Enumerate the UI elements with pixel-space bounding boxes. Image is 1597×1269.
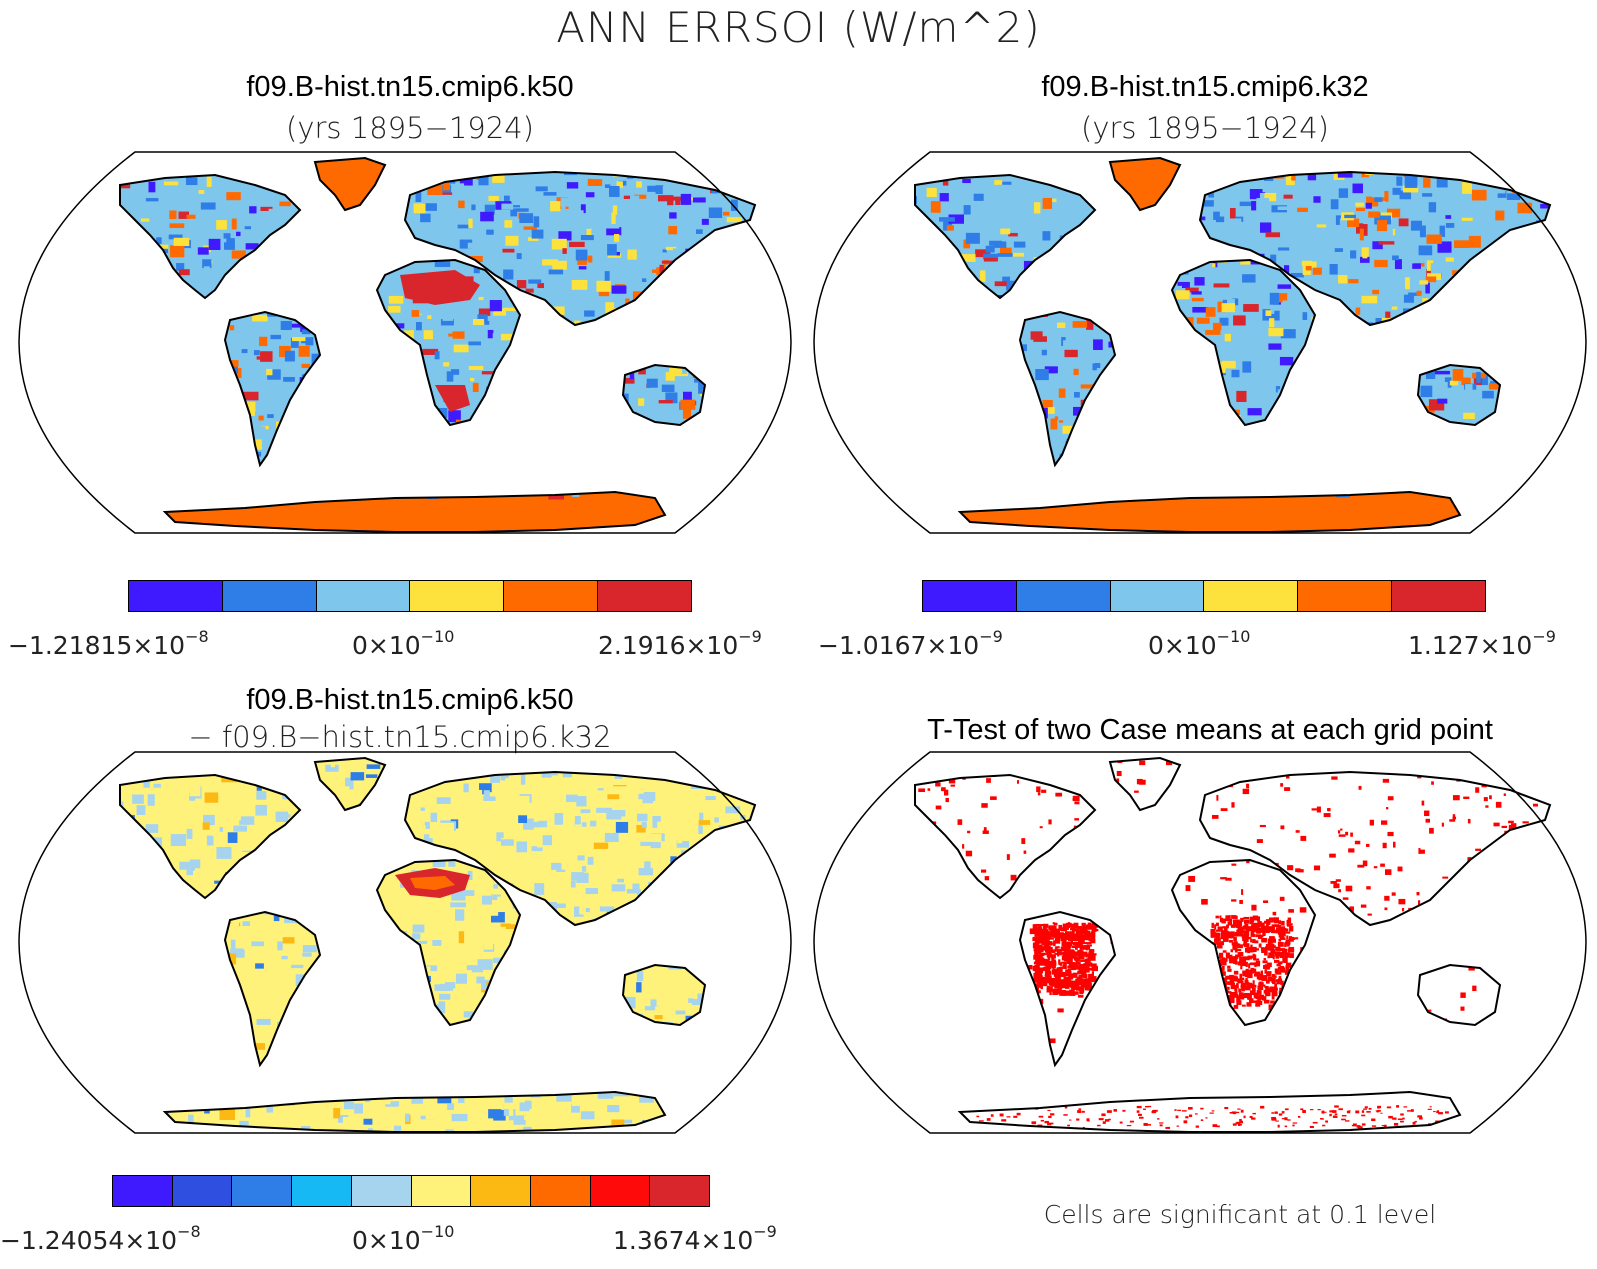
coastline-samerica: [223, 910, 322, 1068]
panel2-colorbar-mid-label: 0×10−10: [1148, 627, 1251, 660]
colorbar-swatch: [1298, 581, 1393, 611]
panel3-subtitle: − f09.B−hist.tn15.cmip6.k32: [188, 720, 612, 754]
continent-samerica-fill: [225, 312, 320, 465]
coastline-greenland: [313, 756, 387, 812]
coastline-eurasia: [403, 770, 757, 927]
panel2-map: [813, 151, 1587, 534]
coastline-samerica: [1018, 910, 1117, 1068]
coastline-africa: [1170, 858, 1317, 1027]
panel2-subtitle: (yrs 1895−1924): [1081, 111, 1329, 145]
continent-namerica-fill: [120, 175, 300, 298]
coastline-eurasia: [1198, 770, 1552, 927]
continent-eurasia-fill: [405, 772, 755, 925]
coastline-australia: [1416, 363, 1502, 427]
coastline-australia: [1416, 963, 1502, 1027]
panel3-colorbar-max-label: 1.3674×10−9: [613, 1222, 777, 1255]
coastline-namerica: [914, 773, 1097, 900]
colorbar-swatch: [590, 1176, 651, 1206]
colorbar-swatch: [1392, 581, 1485, 611]
coastline-samerica: [1018, 310, 1117, 468]
coastline-antarctica: [957, 1090, 1462, 1133]
colorbar-swatch: [222, 581, 317, 611]
map-frame: [18, 751, 792, 1134]
colorbar-swatch: [129, 581, 223, 611]
colorbar-swatch: [504, 581, 599, 611]
coastline-namerica: [119, 173, 302, 300]
colorbar-swatch: [530, 1176, 591, 1206]
significance-note: Cells are significant at 0.1 level: [1043, 1200, 1437, 1229]
panel1-colorbar-max-label: 2.1916×10−9: [598, 627, 762, 660]
panel1-colorbar-mid-label: 0×10−10: [352, 627, 455, 660]
continent-australia-fill: [1418, 965, 1500, 1025]
continent-antarctica-fill: [960, 492, 1460, 532]
continent-africa-fill: [377, 260, 520, 425]
continent-antarctica-fill: [165, 1092, 665, 1132]
colorbar-swatch: [1204, 581, 1299, 611]
continent-namerica-fill: [915, 775, 1095, 898]
coastline-eurasia: [1198, 170, 1552, 327]
panel2-colorbar: [922, 580, 1486, 612]
colorbar-swatch: [598, 581, 691, 611]
panel1-subtitle: (yrs 1895−1924): [286, 111, 534, 145]
colorbar-swatch: [1110, 581, 1205, 611]
map-frame: [813, 751, 1587, 1134]
continent-antarctica-fill: [960, 1092, 1460, 1132]
map-frame: [813, 151, 1587, 534]
panel1-title: f09.B-hist.tn15.cmip6.k50: [246, 71, 574, 103]
coastline-samerica: [223, 310, 322, 468]
panel3-colorbar: [112, 1175, 710, 1207]
panel4-map: [813, 751, 1587, 1134]
continent-antarctica-fill: [165, 492, 665, 532]
colorbar-swatch: [410, 581, 505, 611]
coastline-eurasia: [403, 170, 757, 327]
coastline-greenland: [1108, 756, 1182, 812]
coastline-greenland: [1108, 156, 1182, 212]
panel3-colorbar-mid-label: 0×10−10: [352, 1222, 455, 1255]
panel1-colorbar: [128, 580, 692, 612]
coastline-africa: [375, 258, 522, 427]
colorbar-swatch: [172, 1176, 233, 1206]
coastline-australia: [621, 363, 707, 427]
panel3-colorbar-min-label: −1.24054×10−8: [0, 1222, 201, 1255]
figure-title: ANN ERRSOI (W/m^2): [556, 3, 1041, 52]
coastline-antarctica: [957, 490, 1462, 533]
panel2-title: f09.B-hist.tn15.cmip6.k32: [1041, 71, 1369, 103]
coastline-antarctica: [162, 1090, 667, 1133]
colorbar-swatch: [923, 581, 1017, 611]
panel2-colorbar-min-label: −1.0167×10−9: [818, 627, 1003, 660]
coastline-australia: [621, 963, 707, 1027]
colorbar-swatch: [1016, 581, 1111, 611]
continent-greenland-fill: [315, 158, 385, 210]
coastline-antarctica: [162, 490, 667, 533]
colorbar-swatch: [650, 1176, 710, 1206]
coastline-africa: [1170, 258, 1317, 427]
continent-greenland-fill: [1110, 158, 1180, 210]
colorbar-swatch: [292, 1176, 352, 1206]
colorbar-swatch: [316, 581, 411, 611]
colorbar-swatch: [471, 1176, 531, 1206]
continent-eurasia-fill: [1200, 772, 1550, 925]
coastline-africa: [375, 858, 522, 1027]
coastline-namerica: [119, 773, 302, 900]
colorbar-swatch: [411, 1176, 472, 1206]
panel3-map: [18, 751, 792, 1134]
colorbar-swatch: [232, 1176, 293, 1206]
panel2-colorbar-max-label: 1.127×10−9: [1408, 627, 1556, 660]
panel1-colorbar-min-label: −1.21815×10−8: [8, 627, 209, 660]
colorbar-swatch: [113, 1176, 173, 1206]
panel1-map-content: [18, 151, 792, 534]
coastline-namerica: [914, 173, 1097, 300]
colorbar-swatch: [351, 1176, 412, 1206]
panel1-map: [18, 151, 792, 534]
map-frame: [18, 151, 792, 534]
panel4-title: T-Test of two Case means at each grid po…: [927, 714, 1493, 746]
panel3-title: f09.B-hist.tn15.cmip6.k50: [246, 684, 574, 716]
coastline-greenland: [313, 156, 387, 212]
